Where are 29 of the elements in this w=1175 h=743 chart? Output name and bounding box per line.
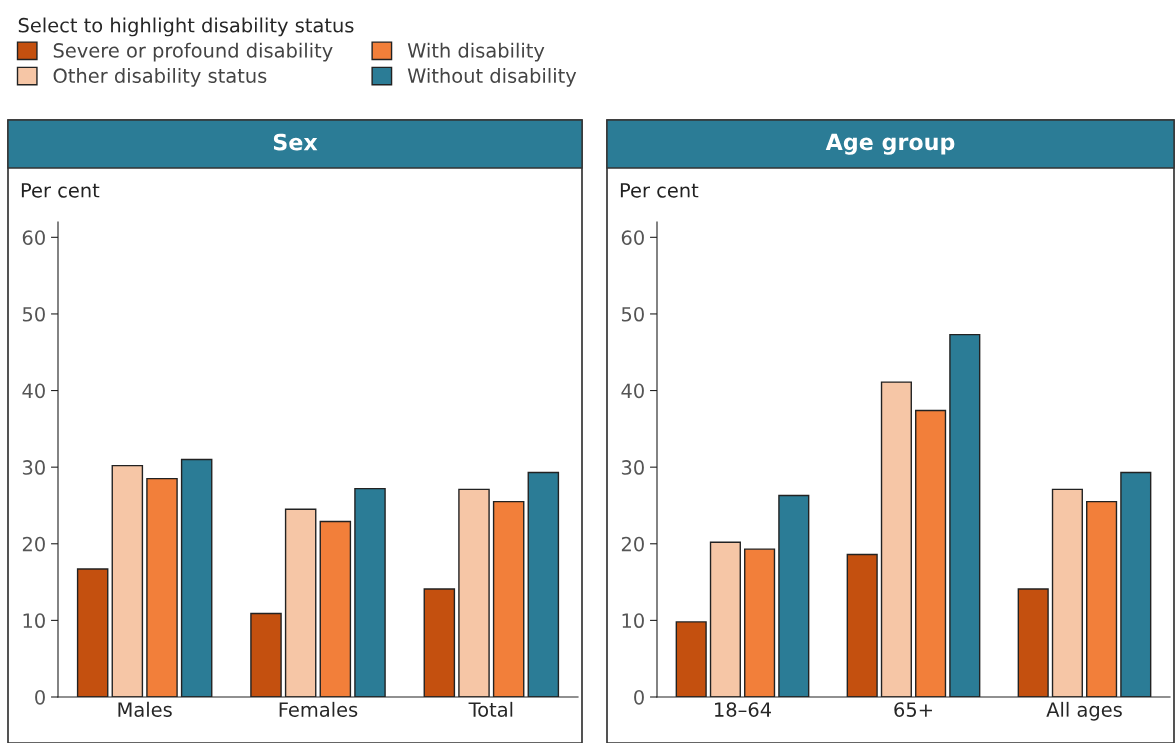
y-axis-title: Per cent: [21, 183, 100, 198]
y-tick-label: 40: [621, 383, 644, 399]
x-tick-label: Females: [279, 701, 358, 717]
x-tick-label: Males: [118, 701, 172, 717]
x-tick-label: All ages: [1046, 701, 1122, 721]
legend-title: Select to highlight disability status: [18, 17, 354, 37]
y-tick-label: 50: [621, 306, 644, 322]
y-tick-label: 50: [22, 306, 45, 322]
x-tick-label: 18–64: [715, 702, 772, 717]
y-tick-label: 10: [622, 613, 644, 629]
y-tick-label: 40: [22, 383, 45, 399]
legend-label: Severe or profound disability: [53, 42, 333, 62]
y-tick-label: 60: [22, 230, 45, 245]
y-tick-label: 20: [22, 536, 45, 552]
x-tick-label: Total: [468, 701, 513, 717]
y-tick-label: 30: [621, 460, 644, 475]
legend-label: Other disability status: [53, 67, 267, 87]
y-tick-label: 60: [621, 230, 644, 245]
legend-label: With disability: [407, 42, 545, 62]
x-tick-label: 65+: [894, 702, 932, 717]
y-tick-label: 0: [35, 689, 45, 705]
y-tick-label: 0: [634, 689, 644, 705]
chart-title: Sex: [273, 133, 318, 151]
y-tick-label: 10: [23, 613, 45, 629]
y-tick-label: 20: [621, 536, 644, 552]
y-tick-label: 30: [22, 460, 45, 475]
chart-title: Age group: [825, 133, 955, 155]
y-axis-title: Per cent: [620, 183, 699, 198]
legend-label: Without disability: [407, 67, 577, 87]
